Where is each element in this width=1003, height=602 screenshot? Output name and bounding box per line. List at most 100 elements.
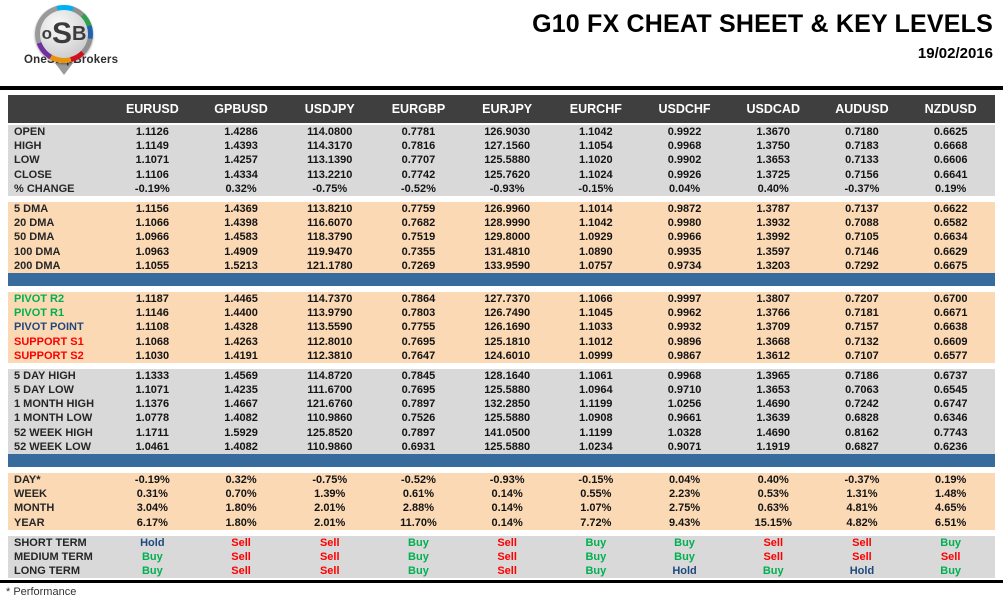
- cell-eurusd: 1.1146: [135, 307, 169, 320]
- cell-usdchf: 0.9997: [667, 292, 702, 305]
- cell-gpbusd: 1.4465: [224, 292, 258, 305]
- cell-usdchf: 0.9902: [667, 154, 702, 167]
- row-label: 100 DMA: [14, 245, 61, 258]
- cell-eurjpy: 125.5880: [484, 154, 531, 167]
- cell-eurgbp: 0.61%: [402, 488, 435, 501]
- table-row: 20 DMA 1.1066 1.4398 116.6070 0.7682 128.9990…: [8, 216, 995, 230]
- cell-eurjpy: Sell: [497, 565, 517, 578]
- cell-usdcad: 1.3992: [756, 231, 791, 244]
- cell-usdchf: 1.0256: [667, 398, 702, 411]
- cell-eurgbp: 0.7647: [401, 349, 436, 362]
- cell-nzdusd: 6.51%: [935, 516, 967, 529]
- cell-usdchf: Buy: [674, 536, 695, 549]
- cell-usdchf: 0.9932: [667, 321, 702, 334]
- cell-usdjpy: 113.8210: [307, 203, 353, 216]
- blue-section-divider: [8, 272, 995, 286]
- cell-audusd: -0.37%: [844, 182, 880, 195]
- cell-eurjpy: 125.5880: [484, 412, 531, 425]
- table-row: PIVOT POINT 1.1108 1.4328 113.5590 0.7755 126…: [8, 320, 995, 334]
- cell-usdjpy: 113.1390: [307, 154, 353, 167]
- cell-eurusd: 1.1106: [135, 168, 169, 181]
- cell-eurchf: 1.0999: [579, 349, 613, 362]
- cell-audusd: 0.7133: [845, 154, 879, 167]
- cell-audusd: 0.7132: [845, 335, 879, 348]
- cell-nzdusd: 0.6671: [933, 307, 968, 320]
- cell-eurchf: 1.07%: [580, 502, 612, 515]
- cell-eurchf: 1.1024: [579, 168, 613, 181]
- column-header-eurchf: EURCHF: [569, 102, 622, 116]
- cell-eurgbp: 0.7742: [401, 168, 436, 181]
- cell-usdjpy: 125.8520: [306, 426, 353, 439]
- cell-nzdusd: 0.6629: [933, 245, 968, 258]
- cell-usdcad: 1.3932: [756, 217, 791, 230]
- cell-audusd: 1.31%: [846, 488, 878, 501]
- cell-eurchf: 1.1042: [579, 217, 613, 230]
- cell-gpbusd: 1.4263: [224, 335, 258, 348]
- cell-audusd: -0.37%: [844, 474, 880, 487]
- cell-eurusd: 3.04%: [136, 502, 168, 515]
- cell-gpbusd: 1.4082: [224, 440, 258, 453]
- cell-eurchf: -0.15%: [578, 182, 614, 195]
- cell-eurjpy: 125.1810: [484, 335, 531, 348]
- cell-gpbusd: 1.4393: [224, 140, 258, 153]
- cell-usdcad: Sell: [763, 550, 784, 563]
- page-title: G10 FX CHEAT SHEET & KEY LEVELS: [532, 10, 993, 38]
- blue-section-divider: [8, 453, 995, 467]
- cell-eurchf: 1.1012: [579, 335, 613, 348]
- table-row: OPEN 1.1126 1.4286 114.0800 0.7781 126.9030 1.…: [8, 125, 995, 139]
- table-row: YEAR 6.17% 1.80% 2.01% 11.70% 0.14% 7.72% 9.43%…: [8, 516, 995, 530]
- cell-usdjpy: Sell: [319, 536, 340, 549]
- cell-usdjpy: 118.3790: [307, 231, 353, 244]
- cell-usdjpy: 114.8720: [307, 369, 353, 382]
- cell-gpbusd: Sell: [231, 565, 251, 578]
- cell-gpbusd: 1.4909: [224, 245, 258, 258]
- table-row: 5 DMA 1.1156 1.4369 113.8210 0.7759 126.9960 1…: [8, 202, 995, 216]
- cell-nzdusd: 0.19%: [935, 182, 967, 195]
- cell-eurjpy: 0.14%: [491, 502, 523, 515]
- cell-eurjpy: 132.2850: [484, 398, 531, 411]
- logo-letter: B: [71, 22, 87, 45]
- cell-eurusd: 1.1108: [135, 321, 169, 334]
- row-label: 20 DMA: [14, 217, 55, 230]
- row-label: 5 DAY HIGH: [14, 369, 76, 382]
- cell-gpbusd: 1.4191: [224, 349, 258, 362]
- cell-usdcad: 0.40%: [757, 474, 789, 487]
- cell-usdcad: Sell: [763, 536, 784, 549]
- cell-usdjpy: 112.8010: [307, 335, 353, 348]
- cell-eurgbp: 0.7519: [401, 231, 436, 244]
- row-label: 52 WEEK LOW: [14, 440, 92, 453]
- row-label: SUPPORT S1: [14, 335, 84, 348]
- table-row: HIGH 1.1149 1.4393 114.3170 0.7816 127.1560 1.…: [8, 139, 995, 153]
- cell-eurgbp: 0.7845: [401, 369, 436, 382]
- cell-eurusd: 1.1149: [135, 140, 169, 153]
- cell-gpbusd: 1.4667: [224, 398, 258, 411]
- cell-usdchf: 0.9962: [667, 307, 702, 320]
- cell-eurusd: -0.19%: [134, 182, 170, 195]
- row-label: 1 MONTH LOW: [14, 412, 93, 425]
- cell-usdcad: 1.1919: [756, 440, 791, 453]
- cell-usdchf: 0.9935: [667, 245, 702, 258]
- cell-usdjpy: 114.7370: [307, 292, 353, 305]
- cell-nzdusd: Buy: [940, 565, 962, 578]
- cell-eurjpy: 126.1690: [484, 321, 531, 334]
- row-label: SHORT TERM: [14, 536, 87, 549]
- cell-eurgbp: 0.7707: [401, 154, 436, 167]
- page-header: oSB OneStopBrokers G10 FX CHEAT SHEET & …: [0, 0, 1003, 86]
- cell-nzdusd: 0.6747: [933, 398, 968, 411]
- row-label: 200 DMA: [14, 259, 61, 272]
- table-row: MONTH 3.04% 1.80% 2.01% 2.88% 0.14% 1.07% 2.75%…: [8, 501, 995, 515]
- cell-eurjpy: 126.7490: [484, 307, 531, 320]
- cell-eurusd: -0.19%: [134, 474, 170, 487]
- cell-usdchf: 0.9926: [667, 168, 702, 181]
- cell-gpbusd: 0.32%: [225, 182, 257, 195]
- cell-eurgbp: 11.70%: [400, 516, 437, 529]
- cell-eurgbp: 0.7897: [401, 426, 436, 439]
- cell-eurjpy: 125.5880: [484, 384, 531, 397]
- table-row: 52 WEEK HIGH 1.1711 1.5929 125.8520 0.7897 14…: [8, 426, 995, 440]
- cell-nzdusd: 4.65%: [935, 502, 967, 515]
- cell-eurchf: 1.1061: [579, 369, 613, 382]
- cell-eurusd: 1.1071: [135, 154, 170, 167]
- section-dma: 5 DMA 1.1156 1.4369 113.8210 0.7759 126.9960 1…: [8, 201, 995, 273]
